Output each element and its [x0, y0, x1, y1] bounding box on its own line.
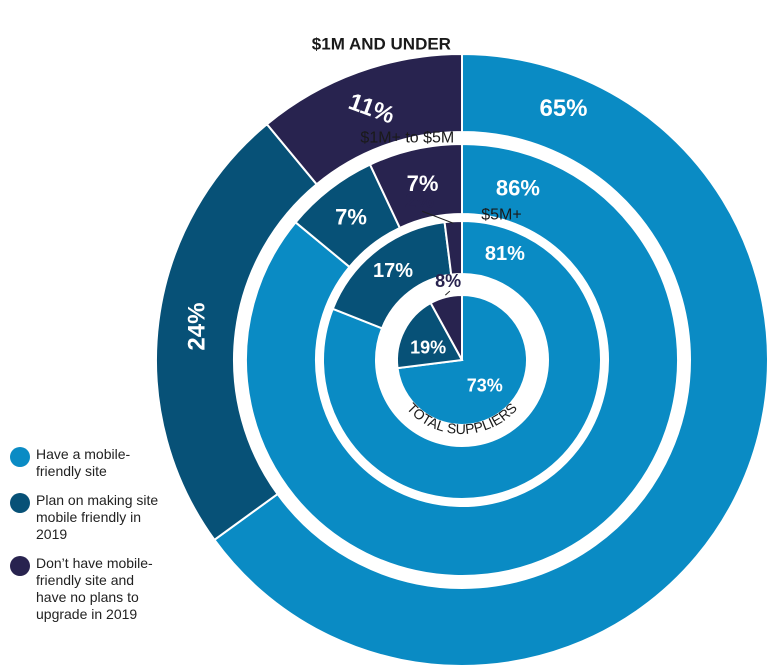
ring-3-label-have: 73% [467, 375, 503, 395]
legend-swatch-none [10, 556, 30, 576]
ring-1-label-plan: 7% [335, 204, 367, 229]
legend-swatch-have [10, 447, 30, 467]
ring-1-name: $1M+ to $5M [360, 130, 454, 147]
ring-0-slice-have [213, 52, 769, 667]
legend-item-plan: Plan on making site mobile friendly in 2… [10, 492, 175, 543]
ring-2-leader-none [421, 210, 454, 224]
ring-2-label-plan: 17% [373, 260, 413, 282]
legend-swatch-plan [10, 493, 30, 513]
ring-3-label-none: 8% [435, 271, 461, 291]
ring-3-slice-none [429, 293, 463, 361]
ring-3-slice-plan [396, 301, 464, 370]
ring-1-label-none: 7% [407, 171, 439, 196]
legend: Have a mobile-friendly site Plan on maki… [10, 446, 175, 635]
ring-2-slice-have [322, 219, 602, 500]
legend-label-none: Don’t have mobile-friendly site and have… [36, 555, 153, 622]
ring-0-label-have: 65% [539, 95, 587, 122]
ring-2-label-none: 2% [405, 191, 434, 213]
ring-3-label-plan: 19% [410, 338, 446, 358]
ring-1-slice-have [245, 142, 679, 577]
ring-1-label-have: 86% [496, 175, 540, 200]
ring-0-slice-none [265, 52, 463, 186]
ring-2-label-have: 81% [485, 243, 525, 265]
ring-3-leader-none [445, 290, 451, 296]
legend-label-have: Have a mobile-friendly site [36, 446, 131, 479]
ring-1-slice-none [368, 142, 463, 230]
legend-item-none: Don’t have mobile-friendly site and have… [10, 555, 175, 623]
ring-0-name: $1M AND UNDER [312, 35, 451, 54]
legend-label-plan: Plan on making site mobile friendly in 2… [36, 492, 159, 542]
ring-2-slice-none [443, 219, 463, 276]
legend-item-have: Have a mobile-friendly site [10, 446, 175, 480]
ring-0-label-plan: 24% [184, 303, 211, 351]
ring-2-name: $5M+ [481, 206, 521, 223]
